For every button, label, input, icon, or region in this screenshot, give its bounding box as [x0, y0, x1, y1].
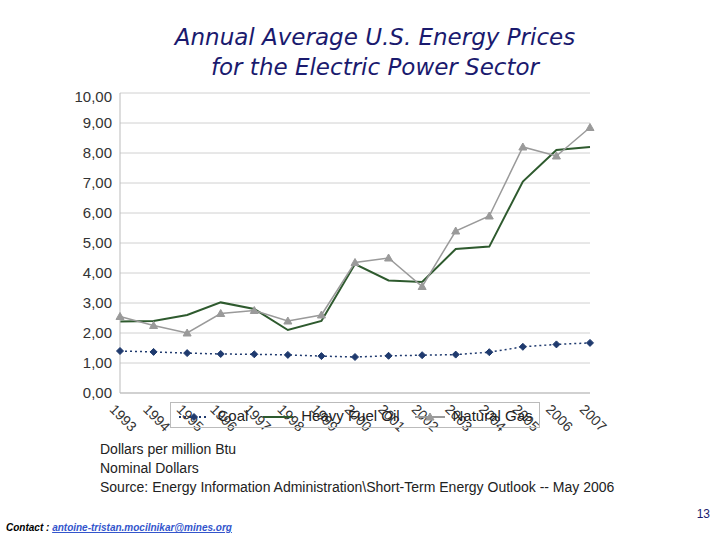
svg-text:2002: 2002 — [409, 401, 442, 434]
svg-text:9,00: 9,00 — [83, 114, 112, 131]
svg-text:1993: 1993 — [107, 401, 140, 434]
svg-text:1,00: 1,00 — [83, 354, 112, 371]
svg-text:2007: 2007 — [577, 401, 610, 434]
svg-text:7,00: 7,00 — [83, 174, 112, 191]
svg-text:0,00: 0,00 — [83, 384, 112, 401]
svg-text:1994: 1994 — [140, 401, 173, 434]
svg-text:8,00: 8,00 — [83, 144, 112, 161]
svg-text:1995: 1995 — [174, 401, 207, 434]
svg-text:10,00: 10,00 — [74, 88, 112, 105]
svg-text:2,00: 2,00 — [83, 324, 112, 341]
svg-text:6,00: 6,00 — [83, 204, 112, 221]
svg-text:2006: 2006 — [543, 401, 576, 434]
svg-text:4,00: 4,00 — [83, 264, 112, 281]
svg-text:5,00: 5,00 — [83, 234, 112, 251]
svg-text:3,00: 3,00 — [83, 294, 112, 311]
